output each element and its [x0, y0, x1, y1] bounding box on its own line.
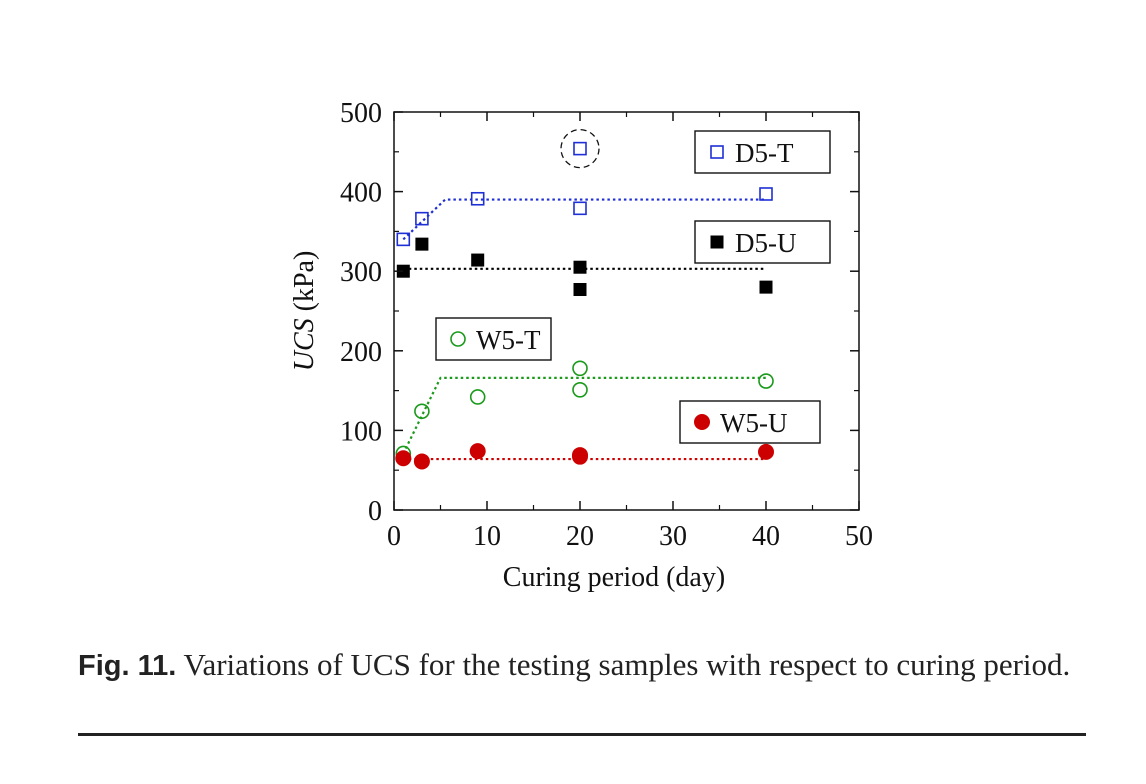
figure-label: Fig. 11. — [78, 650, 177, 682]
data-point-w5-u — [469, 443, 486, 460]
data-markers — [395, 128, 774, 470]
y-tick-label: 200 — [340, 337, 382, 368]
legend-label-w5-u: W5-U — [720, 408, 787, 438]
caption-text: Variations of UCS for the testing sample… — [176, 647, 1071, 682]
data-point-d5-u — [573, 260, 587, 274]
data-point-d5-t — [573, 141, 587, 156]
legend-label-d5-t: D5-T — [735, 138, 794, 168]
y-axis-label-unit: (kPa) — [289, 251, 320, 319]
legend-marker-w5-u — [694, 414, 710, 430]
x-tick-label: 0 — [387, 521, 401, 552]
x-tick-label: 20 — [566, 521, 594, 552]
x-tick-label: 10 — [473, 521, 501, 552]
y-tick-label: 300 — [340, 257, 382, 288]
y-tick-label: 0 — [368, 496, 382, 527]
data-point-d5-u — [759, 280, 773, 294]
trend-lines — [402, 198, 766, 461]
data-point-w5-t — [414, 403, 430, 420]
data-point-d5-t — [573, 201, 587, 216]
legend-label-w5-t: W5-T — [476, 325, 541, 355]
data-point-w5-u — [758, 443, 774, 460]
legend-marker-d5-t — [710, 145, 724, 159]
trend-line-w5-t — [402, 376, 766, 454]
y-axis-label-italic: UCS — [289, 318, 320, 371]
trend-line-d5-t — [402, 198, 766, 241]
data-point-d5-u — [573, 283, 587, 297]
data-point-w5-u — [413, 453, 430, 470]
data-point-d5-u — [471, 253, 485, 267]
outlier-highlight-circle — [560, 128, 600, 169]
data-point-w5-t — [469, 389, 486, 405]
y-tick-label: 100 — [340, 416, 382, 447]
y-tick-label: 400 — [340, 178, 382, 209]
y-tick-label: 500 — [340, 98, 382, 129]
data-point-w5-u — [395, 450, 412, 467]
legend-marker-w5-t — [450, 331, 466, 347]
legend-marker-d5-u — [710, 235, 724, 249]
legend-box-d5-t — [694, 130, 831, 174]
data-point-d5-u — [396, 264, 410, 278]
x-tick-label: 40 — [752, 521, 780, 552]
data-point-d5-t — [470, 191, 485, 206]
data-point-d5-t — [415, 211, 429, 226]
legend-box-w5-t — [435, 317, 552, 361]
legend-label-d5-u: D5-U — [735, 228, 797, 258]
x-tick-label: 50 — [845, 521, 873, 552]
data-point-w5-u — [572, 448, 588, 465]
x-tick-label: 30 — [659, 521, 687, 552]
bottom-rule — [78, 733, 1086, 736]
data-point-w5-t — [572, 360, 588, 377]
data-point-w5-t — [758, 373, 774, 389]
x-axis-label: Curing period (day) — [503, 562, 725, 593]
legend-box-w5-u — [679, 400, 821, 444]
data-point-d5-t — [396, 232, 411, 247]
data-point-w5-t — [572, 382, 588, 398]
figure-caption: Fig. 11. Variations of UCS for the testi… — [78, 644, 1086, 687]
data-point-d5-u — [415, 237, 429, 251]
legends: D5-T D5-U W5-T W5-U — [435, 130, 831, 444]
data-point-d5-t — [759, 187, 773, 201]
y-axis-label: UCS (kPa) — [289, 251, 320, 372]
